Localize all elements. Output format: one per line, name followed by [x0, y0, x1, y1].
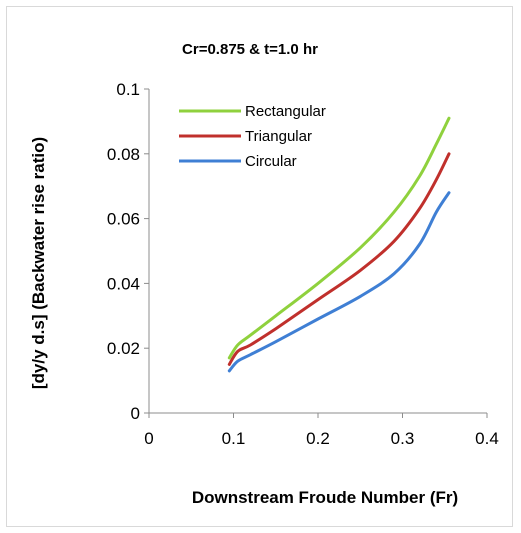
- y-axis-ticks: 0 0.02 0.04 0.06 0.08 0.1: [107, 80, 149, 423]
- x-tick-label: 0: [144, 429, 153, 448]
- legend-label-rectangular: Rectangular: [245, 103, 326, 120]
- chart-frame: Cr=0.875 & t=1.0 hr 0 0.02 0.04 0.06 0.08 0.1…: [6, 6, 513, 527]
- y-tick-label: 0.06: [107, 210, 140, 229]
- series-line-triangular: [227, 152, 451, 366]
- y-tick-label: 0.1: [116, 80, 140, 99]
- y-tick-label: 0.02: [107, 339, 140, 358]
- legend-label-triangular: Triangular: [245, 128, 312, 145]
- x-tick-label: 0.1: [222, 429, 246, 448]
- y-axis-label: [dy/y d.s] (Backwater rise ratio): [29, 137, 48, 389]
- series-line-rectangular: [227, 116, 451, 360]
- y-tick-label: 0.08: [107, 145, 140, 164]
- axes: [148, 89, 487, 414]
- x-tick-label: 0.2: [306, 429, 330, 448]
- line-chart: Cr=0.875 & t=1.0 hr 0 0.02 0.04 0.06 0.08 0.1…: [29, 41, 499, 507]
- y-tick-label: 0.04: [107, 274, 140, 293]
- x-axis-ticks: 0 0.1 0.2 0.3 0.4: [144, 413, 499, 448]
- x-tick-label: 0.3: [391, 429, 415, 448]
- x-tick-label: 0.4: [475, 429, 499, 448]
- legend-label-circular: Circular: [245, 153, 297, 170]
- y-tick-label: 0: [131, 404, 140, 423]
- x-axis-label: Downstream Froude Number (Fr): [192, 488, 458, 507]
- chart-title: Cr=0.875 & t=1.0 hr: [182, 41, 318, 58]
- legend: Rectangular Triangular Circular: [179, 103, 326, 170]
- series-line-circular: [227, 191, 451, 373]
- series-lines: [227, 116, 451, 373]
